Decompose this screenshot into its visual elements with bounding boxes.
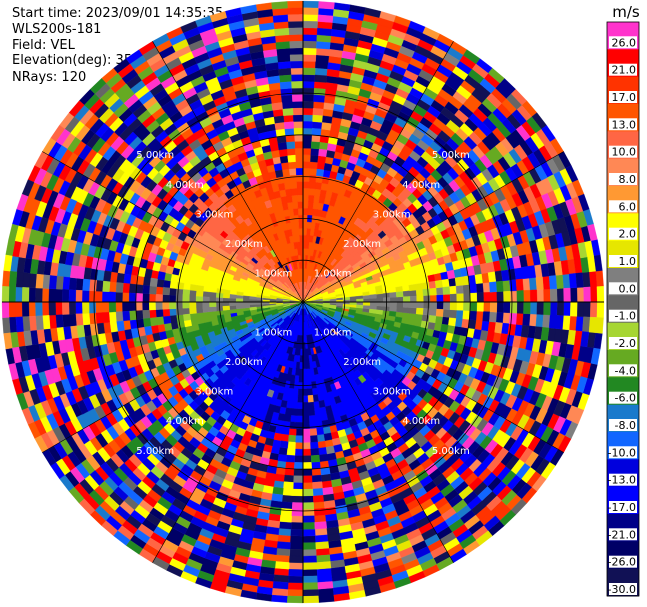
azimuth-line-30 <box>302 41 454 303</box>
colorbar-tick-12: -4.0 <box>615 364 636 377</box>
ring-label-2-2: 2.00km <box>343 357 381 368</box>
colorbar-tick-2: 17.0 <box>612 91 637 104</box>
colorbar-tick-bg-15 <box>609 446 637 459</box>
colorbar-tick-bg-16 <box>609 473 637 486</box>
colorbar-tick-13: -6.0 <box>615 392 636 405</box>
colorbar-border <box>606 21 640 597</box>
colorbar-tick-18: -21.0 <box>608 528 636 541</box>
ring-label-3-1: 3.00km <box>195 209 233 220</box>
colorbar-tick-11: -2.0 <box>615 337 636 350</box>
colorbar-tick-bg-5 <box>609 173 637 185</box>
colorbar-tick-bg-9 <box>609 282 637 295</box>
colorbar-tick-bg-3 <box>609 118 637 131</box>
polar-grid <box>2 1 604 603</box>
azimuth-line-300 <box>42 151 304 303</box>
colorbar-tick-0: 26.0 <box>612 36 637 49</box>
colorbar-tick-20: -30.0 <box>608 583 636 596</box>
colorbar-tick-8: 1.0 <box>619 255 637 268</box>
ring-label-1-2: 1.00km <box>314 328 352 339</box>
ring-label-5-0: 5.00km <box>432 150 470 161</box>
colorbar-tick-bg-12 <box>609 364 637 377</box>
colorbar-tick-4: 10.0 <box>612 146 637 159</box>
colorbar-tick-14: -8.0 <box>615 419 636 432</box>
colorbar-tick-bg-18 <box>609 528 637 541</box>
ring-label-4-0: 4.00km <box>402 180 440 191</box>
colorbar-tick-5: 8.0 <box>619 173 637 186</box>
colorbar-tick-bg-1 <box>609 63 637 76</box>
ring-label-5-1: 5.00km <box>136 150 174 161</box>
ring-label-4-2: 4.00km <box>402 416 440 427</box>
colorbar-tick-7: 2.0 <box>619 228 637 241</box>
colorbar-tick-16: -13.0 <box>608 474 636 487</box>
ring-label-2-0: 2.00km <box>343 239 381 250</box>
colorbar-tick-3: 13.0 <box>612 118 637 131</box>
ring-label-3-2: 3.00km <box>373 387 411 398</box>
radial-velocity-field <box>1 0 605 604</box>
azimuth-line-240 <box>42 301 304 453</box>
colorbar: m/s 26.0 21.0 17.0 13.0 10.0 8.0 6.0 2.0 1.0 0.0 -1… <box>606 3 640 597</box>
colorbar-tick-15: -10.0 <box>608 446 636 459</box>
ring-label-3-3: 3.00km <box>195 387 233 398</box>
colorbar-unit: m/s <box>612 3 640 21</box>
ring-label-4-3: 4.00km <box>166 416 204 427</box>
range-ring-labels: 1.00km 1.00km 1.00km 1.00km 2.00km 2.00km 2.00… <box>136 150 469 457</box>
colorbar-tick-bg-17 <box>609 501 637 513</box>
field-label: Field: VEL <box>12 38 75 53</box>
colorbar-tick-10: -1.0 <box>615 310 636 323</box>
ring-label-5-2: 5.00km <box>432 446 470 457</box>
colorbar-tick-bg-8 <box>609 255 637 267</box>
azimuth-line-330 <box>152 41 304 303</box>
colorbar-tick-bg-6 <box>609 200 637 213</box>
nrays-label: NRays: 120 <box>12 70 87 85</box>
colorbar-tick-bg-19 <box>609 555 637 568</box>
ring-label-5-3: 5.00km <box>136 446 174 457</box>
colorbar-tick-1: 21.0 <box>612 64 637 77</box>
ring-label-1-1: 1.00km <box>254 268 292 279</box>
ring-label-2-1: 2.00km <box>225 239 263 250</box>
colorbar-tick-bg-11 <box>609 337 637 349</box>
colorbar-tick-bg-7 <box>609 227 637 240</box>
ring-label-1-3: 1.00km <box>254 328 292 339</box>
azimuth-line-210 <box>152 301 304 563</box>
colorbar-tick-6: 6.0 <box>619 200 637 213</box>
azimuth-line-60 <box>302 151 564 303</box>
colorbar-tick-bg-14 <box>609 419 637 431</box>
colorbar-tick-bg-20 <box>609 583 637 595</box>
colorbar-tick-bg-4 <box>609 145 637 158</box>
azimuth-line-150 <box>302 301 454 563</box>
elevation-label: Elevation(deg): 35.30 <box>12 53 153 68</box>
colorbar-tick-9: 0.0 <box>619 282 637 295</box>
ring-label-2-3: 2.00km <box>225 357 263 368</box>
start-time-label: Start time: 2023/09/01 14:35:35 <box>12 6 224 21</box>
ring-label-4-1: 4.00km <box>166 180 204 191</box>
colorbar-tick-bg-10 <box>609 309 637 322</box>
colorbar-tick-bg-0 <box>609 36 637 49</box>
colorbar-tick-19: -26.0 <box>608 556 636 569</box>
instrument-label: WLS200s-181 <box>12 22 102 37</box>
colorbar-tick-bg-13 <box>609 391 637 404</box>
ring-label-1-0: 1.00km <box>314 268 352 279</box>
colorbar-tick-17: -17.0 <box>608 501 636 514</box>
azimuth-line-120 <box>302 301 564 453</box>
colorbar-tick-bg-2 <box>609 91 637 103</box>
ring-label-3-0: 3.00km <box>373 209 411 220</box>
